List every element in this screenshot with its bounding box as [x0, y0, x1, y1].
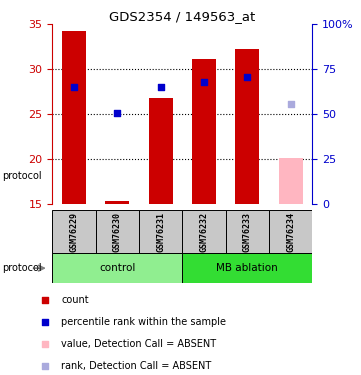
Bar [149, 98, 173, 204]
Text: rank, Detection Call = ABSENT: rank, Detection Call = ABSENT [61, 361, 212, 371]
Bar [192, 58, 216, 204]
Text: protocol: protocol [2, 263, 42, 273]
Point [244, 74, 250, 80]
Bar [139, 210, 182, 253]
Text: GSM76231: GSM76231 [156, 212, 165, 252]
Bar [279, 159, 303, 204]
Text: GSM76232: GSM76232 [200, 212, 208, 252]
Bar [96, 210, 139, 253]
Title: GDS2354 / 149563_at: GDS2354 / 149563_at [109, 10, 256, 23]
Text: GSM76233: GSM76233 [243, 212, 252, 252]
Text: protocol: protocol [2, 171, 42, 181]
Bar [105, 201, 129, 204]
Point [42, 319, 48, 325]
Bar [182, 253, 312, 283]
Bar [52, 253, 182, 283]
Text: GSM76229: GSM76229 [70, 212, 78, 252]
Point [42, 297, 48, 303]
Point [158, 84, 164, 90]
Text: value, Detection Call = ABSENT: value, Detection Call = ABSENT [61, 339, 217, 349]
Bar [182, 210, 226, 253]
Bar [269, 210, 312, 253]
Point [42, 363, 48, 369]
Bar [235, 49, 259, 204]
Text: MB ablation: MB ablation [216, 263, 278, 273]
Bar [226, 210, 269, 253]
Text: count: count [61, 295, 89, 305]
Point [114, 111, 120, 117]
Bar [62, 31, 86, 204]
Text: GSM76234: GSM76234 [286, 212, 295, 252]
Bar [52, 210, 96, 253]
Text: control: control [99, 263, 135, 273]
Point [42, 341, 48, 347]
Text: percentile rank within the sample: percentile rank within the sample [61, 317, 226, 327]
Point [71, 84, 77, 90]
Point [288, 100, 293, 106]
Text: GSM76230: GSM76230 [113, 212, 122, 252]
Point [201, 79, 207, 85]
